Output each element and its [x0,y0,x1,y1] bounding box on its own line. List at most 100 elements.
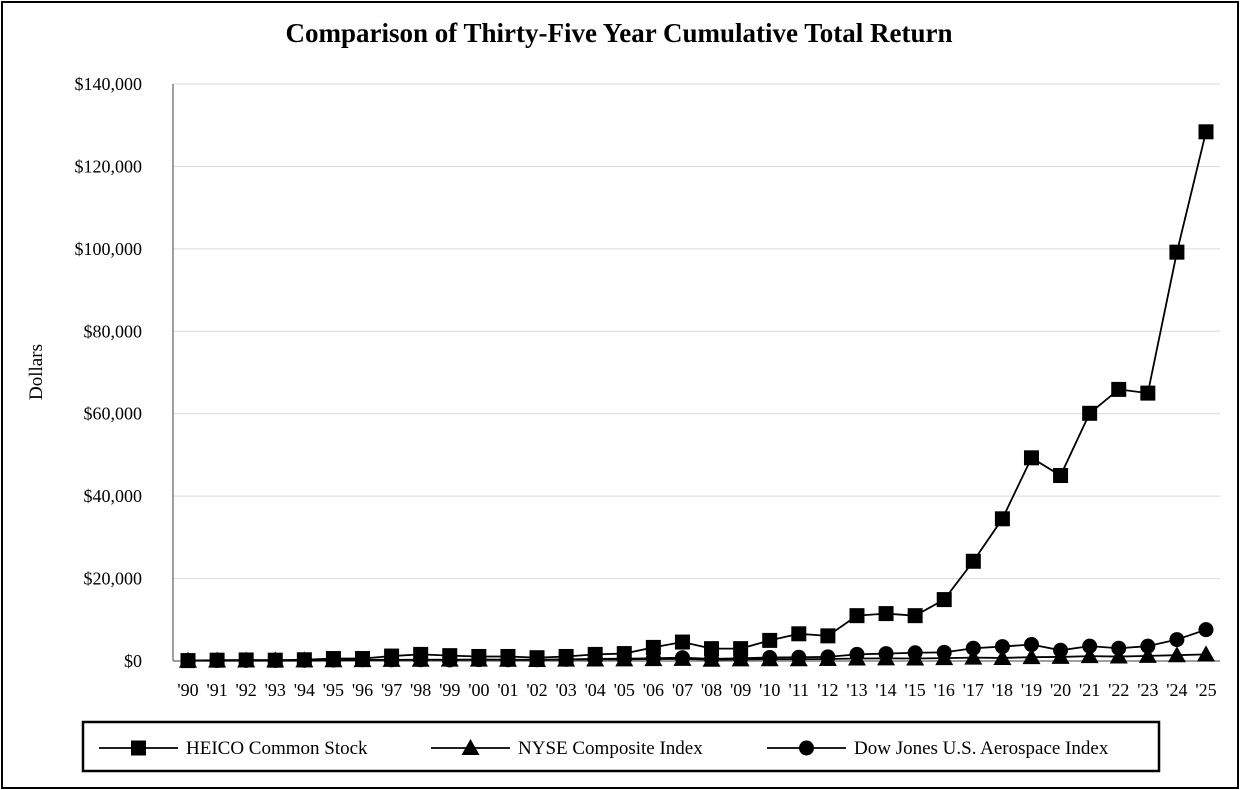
x-tick-label: '90 [177,680,198,700]
point-nyse-triangle-marker [1138,646,1157,663]
point-dow-jones-aerospace-circle-marker [413,652,429,668]
legend-item-nyse: NYSE Composite Index [431,738,703,759]
x-tick-label: '05 [614,680,635,700]
x-tick-label: '04 [585,680,606,700]
point-dow-jones-aerospace-circle-marker [1169,632,1185,648]
y-tick-label: $40,000 [84,486,143,506]
point-nyse-triangle-marker [1167,646,1186,663]
point-heico-square-marker [762,632,778,648]
x-tick-label: '17 [963,680,984,700]
point-dow-jones-aerospace-circle-marker [209,653,225,669]
x-tick-labels: '90 '91 '92 '93 '94 '95 '96 '97 '98 '99 '00 '01 '02 '… [177,680,1216,700]
point-heico-square-marker [907,608,923,624]
legend-circle-marker [799,740,814,756]
x-tick-label: '07 [672,680,693,700]
point-dow-jones-aerospace-circle-marker [965,640,981,656]
point-dow-jones-aerospace-circle-marker [587,651,603,667]
point-heico-square-marker [1140,385,1156,401]
point-heico-square-marker [1169,244,1185,260]
x-tick-label: '13 [846,680,867,700]
point-dow-jones-aerospace-circle-marker [1111,640,1127,656]
y-tick-label: $120,000 [75,156,143,176]
x-tick-label: '22 [1108,680,1129,700]
x-tick-label: '98 [410,680,431,700]
point-dow-jones-aerospace-circle-marker [616,651,632,667]
point-dow-jones-aerospace-circle-marker [791,649,807,665]
point-dow-jones-aerospace-circle-marker [733,650,749,666]
point-dow-jones-aerospace-circle-marker [355,652,371,668]
point-heico-square-marker [674,634,690,650]
x-tick-label: '08 [701,680,722,700]
x-tick-label: '93 [265,680,286,700]
point-heico-square-marker [820,628,836,644]
x-tick-label: '03 [555,680,576,700]
series-group [179,124,1215,669]
legend-item-heico: HEICO Common Stock [99,738,368,759]
point-dow-jones-aerospace-circle-marker [558,651,574,667]
x-tick-label: '20 [1050,680,1071,700]
x-tick-label: '12 [817,680,838,700]
point-dow-jones-aerospace-circle-marker [442,652,458,668]
x-tick-label: '16 [934,680,955,700]
legend-triangle-marker [461,739,480,755]
point-dow-jones-aerospace-circle-marker [529,652,545,668]
point-heico-square-marker [791,626,807,642]
point-dow-jones-aerospace-circle-marker [1023,637,1039,653]
x-tick-label: '09 [730,680,751,700]
legend-item-dow-jones-aerospace: Dow Jones U.S. Aerospace Index [767,738,1109,759]
y-tick-label: $0 [124,651,142,671]
y-tick-label: $140,000 [75,74,143,94]
point-heico-square-marker [1082,405,1098,421]
series-dow-jones-aerospace [180,622,1214,669]
x-tick-label: '02 [526,680,547,700]
x-tick-label: '14 [875,680,896,700]
point-heico-square-marker [849,608,865,624]
x-tick-label: '92 [236,680,257,700]
point-dow-jones-aerospace-circle-marker [878,646,894,662]
point-heico-square-marker [1023,450,1039,466]
point-dow-jones-aerospace-circle-marker [820,649,836,665]
point-heico-square-marker [994,511,1010,527]
point-dow-jones-aerospace-circle-marker [471,652,487,668]
point-heico-square-marker [1198,124,1214,140]
point-dow-jones-aerospace-circle-marker [674,650,690,666]
point-dow-jones-aerospace-circle-marker [762,649,778,665]
point-dow-jones-aerospace-circle-marker [849,646,865,662]
point-dow-jones-aerospace-circle-marker [180,653,196,669]
x-tick-label: '00 [468,680,489,700]
legend-label: HEICO Common Stock [186,738,368,759]
point-heico-square-marker [1111,381,1127,397]
x-tick-label: '23 [1137,680,1158,700]
point-dow-jones-aerospace-circle-marker [936,644,952,660]
point-nyse-triangle-marker [1197,645,1215,662]
point-nyse-triangle-marker [993,648,1012,665]
point-dow-jones-aerospace-circle-marker [645,650,661,666]
legend-label: Dow Jones U.S. Aerospace Index [854,738,1109,759]
point-nyse-triangle-marker [1080,647,1099,664]
x-tick-label: '01 [497,680,518,700]
point-dow-jones-aerospace-circle-marker [1053,642,1069,658]
x-tick-label: '25 [1195,680,1216,700]
point-heico-square-marker [878,606,894,622]
x-tick-label: '97 [381,680,402,700]
x-tick-label: '94 [294,680,315,700]
legend-label: NYSE Composite Index [518,738,703,759]
x-tick-label: '99 [439,680,460,700]
legend: HEICO Common Stock NYSE Composite Index Do… [81,720,1161,773]
point-heico-square-marker [645,639,661,655]
chart-title: Comparison of Thirty-Five Year Cumulativ… [286,18,953,48]
x-tick-label: '18 [992,680,1013,700]
legend-square-marker [131,740,146,756]
point-dow-jones-aerospace-circle-marker [296,652,312,668]
x-tick-label: '10 [759,680,780,700]
point-dow-jones-aerospace-circle-marker [267,652,283,668]
grid-lines [173,83,1220,580]
x-tick-label: '96 [352,680,373,700]
x-tick-label: '06 [643,680,664,700]
y-tick-label: $20,000 [84,569,143,589]
series-line-heico [187,131,1207,662]
point-nyse-triangle-marker [964,648,983,665]
y-tick-label: $60,000 [84,404,143,424]
point-heico-square-marker [704,641,720,657]
